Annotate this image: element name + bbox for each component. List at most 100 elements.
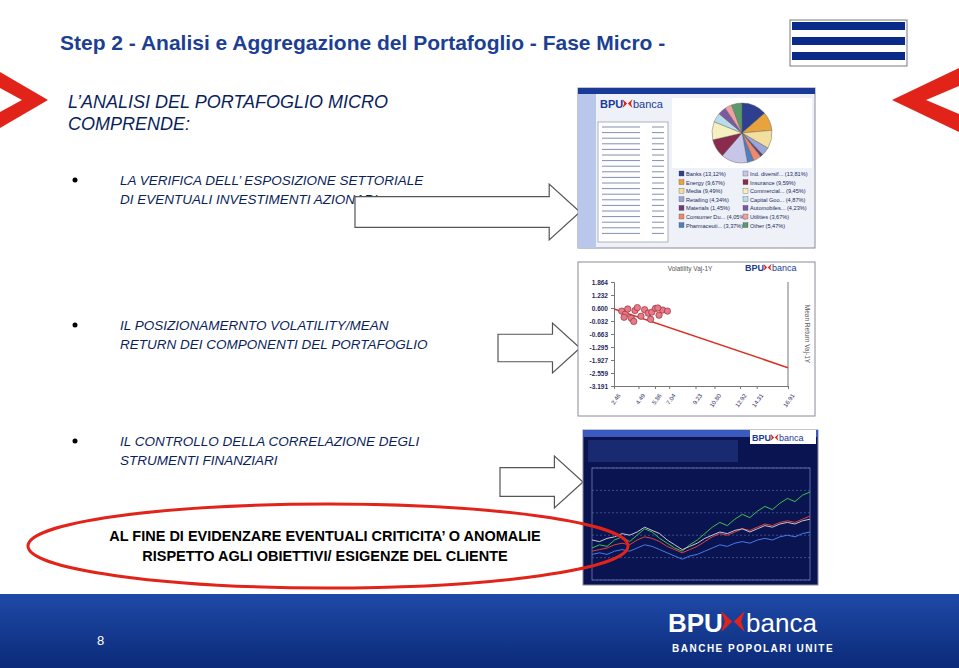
highlight-ellipse	[28, 504, 628, 588]
series-line	[592, 532, 810, 559]
logo-chevron	[721, 611, 732, 632]
bullet-dot	[73, 323, 78, 328]
legend-swatch	[679, 188, 684, 193]
sector-panel: BPUbancaBanks (13,12%)Energy (9,67%)Medi…	[578, 88, 815, 248]
list-row	[652, 188, 664, 189]
pie-slice	[732, 103, 742, 133]
legend-label: Media (9,49%)	[686, 188, 723, 194]
x-tick-mark	[669, 386, 670, 389]
list-row	[652, 143, 664, 144]
logo-word: banca	[746, 608, 817, 638]
logo-word: banca	[633, 98, 664, 110]
list-row	[602, 216, 640, 217]
grid-deco	[592, 557, 810, 558]
correlation-panel: BPUbanca	[583, 430, 818, 585]
scatter-point	[638, 313, 644, 319]
list-row	[652, 149, 664, 150]
list-row	[602, 149, 640, 150]
logo-chevron	[775, 434, 779, 441]
y-tick-mark	[611, 308, 614, 309]
logo-chevron	[768, 264, 772, 271]
flag-stripe	[792, 22, 905, 30]
x-tick: 4.49	[635, 386, 647, 406]
legend-swatch	[743, 197, 748, 202]
legend-swatch	[679, 171, 684, 176]
sidebar	[578, 94, 596, 248]
x-tick-label: 10.80	[709, 392, 723, 408]
y-tick-mark	[611, 360, 614, 361]
y-tick-mark	[611, 334, 614, 335]
legend-label: Retailing (4,34%)	[686, 197, 729, 203]
legend-label: Automobiles... (4,23%)	[750, 205, 807, 211]
logo: BPUbanca	[745, 263, 797, 273]
legend-swatch	[679, 197, 684, 202]
x-tick-label: 9.23	[692, 392, 704, 406]
list-row	[652, 199, 664, 200]
intro: L’ANALISI DEL PORTAFOGLIO MICRO	[68, 92, 388, 112]
list-row	[602, 132, 640, 133]
list-row	[602, 160, 640, 161]
footer-band	[0, 594, 959, 668]
logo-chevron	[628, 99, 633, 108]
x-tick-label: 7.04	[665, 392, 677, 406]
legend-swatch	[743, 188, 748, 193]
x-tick: 5.86	[651, 386, 663, 406]
arrow	[355, 184, 580, 240]
bullet-text: IL POSIZIONAMERNTO VOLATILITY/MEAN	[120, 318, 389, 333]
bullet-text: IL CONTROLLO DELLA CORRELAZIONE DEGLI	[120, 434, 420, 449]
y-axis-line	[611, 283, 615, 387]
list-row	[652, 222, 664, 223]
x-tick-label: 12.92	[734, 392, 748, 408]
list-row	[602, 199, 640, 200]
x-tick-mark	[655, 386, 656, 389]
x-tick: 12.92	[734, 386, 748, 408]
list-row	[652, 227, 664, 228]
legend-label: Materials (1,45%)	[686, 205, 730, 211]
list-row	[602, 205, 640, 206]
logo-chevron	[623, 99, 628, 108]
x-tick-mark	[714, 386, 715, 389]
list-row	[602, 166, 640, 167]
conclusion: AL FINE DI EVIDENZARE EVENTUALI CRITICIT…	[109, 528, 541, 544]
list-row	[652, 171, 664, 172]
y-tick-mark	[611, 295, 614, 296]
x-tick: 16.91	[782, 386, 796, 408]
legend-label: Capital Goo... (4,87%)	[750, 197, 805, 203]
series-line	[592, 516, 810, 553]
legend-label: Consumer Du... (4,05%)	[686, 214, 746, 220]
list-row	[652, 177, 664, 178]
y-tick-mark	[611, 321, 614, 322]
y-tick: 1.864	[592, 279, 614, 286]
x-tick: 2.46	[610, 386, 622, 406]
logo-chevron	[770, 434, 774, 441]
legend-label: Banks (13,12%)	[686, 171, 726, 177]
y-tick-mark	[611, 282, 614, 283]
logo-bg	[750, 430, 816, 444]
y-tick-label: -1.927	[590, 357, 609, 364]
slide: Step 2 - Analisi e Aggregazione del Port…	[0, 0, 959, 668]
list-row	[602, 171, 640, 172]
y-tick: -1.927	[590, 357, 614, 364]
chevron-left	[0, 72, 48, 128]
x-tick: 7.04	[665, 386, 677, 406]
y-tick: 1.232	[592, 292, 614, 299]
x-tick-mark	[788, 386, 789, 389]
legend-label: Other (5,47%)	[750, 223, 785, 229]
series-line	[592, 519, 810, 549]
logo-chevron	[734, 611, 745, 632]
y-axis-right-line	[788, 282, 789, 386]
legend-swatch	[679, 205, 684, 210]
scatter-point	[655, 305, 661, 311]
grid-deco	[592, 490, 810, 491]
flag-icon	[790, 20, 907, 66]
legend-swatch	[679, 180, 684, 185]
list-row	[652, 132, 664, 133]
logo-word: banca	[779, 433, 804, 443]
x-tick: 9.23	[692, 386, 704, 406]
list-row	[602, 233, 640, 234]
list-row	[602, 143, 640, 144]
list-row	[602, 155, 640, 156]
legend-label: Pharmaceuti... (3,37%)	[686, 223, 743, 229]
bullet-text: LA VERIFICA DELL’ ESPOSIZIONE SETTORIALE	[120, 173, 424, 188]
legend-swatch	[743, 171, 748, 176]
